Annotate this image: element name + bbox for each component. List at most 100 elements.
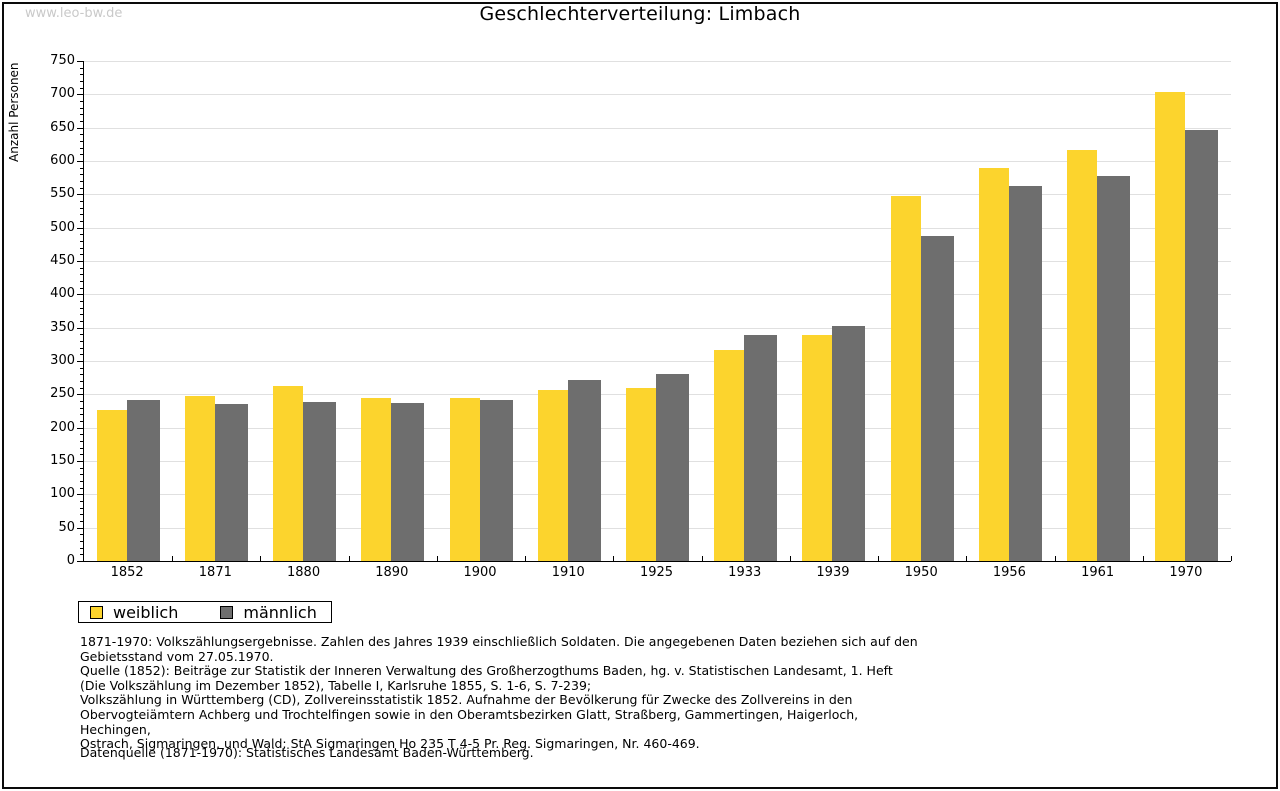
y-tick-label-500: 500	[50, 220, 75, 235]
y-minor-tick-640	[80, 134, 84, 135]
y-tick-label-550: 550	[50, 186, 75, 201]
bar-group-1939	[790, 61, 878, 561]
y-minor-tick-610	[80, 154, 84, 155]
gridline-450	[84, 261, 1231, 262]
y-minor-tick-20	[80, 548, 84, 549]
y-minor-tick-410	[80, 288, 84, 289]
bar-weiblich-1900	[449, 398, 480, 561]
y-tick-label-200: 200	[50, 420, 75, 435]
y-major-tick-200	[77, 428, 84, 429]
y-minor-tick-210	[80, 421, 84, 422]
y-minor-tick-540	[80, 201, 84, 202]
bar-weiblich-1890	[361, 398, 392, 561]
y-major-tick-300	[77, 361, 84, 362]
x-tick-label-1939: 1939	[816, 565, 850, 580]
x-tick-label-1961: 1961	[1081, 565, 1115, 580]
y-minor-tick-80	[80, 508, 84, 509]
bar-group-1956	[966, 61, 1054, 561]
y-minor-tick-590	[80, 168, 84, 169]
bar-maennlich-1871	[214, 404, 248, 561]
y-major-tick-50	[77, 528, 84, 529]
y-major-tick-250	[77, 394, 84, 395]
y-minor-tick-420	[80, 281, 84, 282]
y-minor-tick-360	[80, 321, 84, 322]
y-major-tick-150	[77, 461, 84, 462]
bar-weiblich-1925	[625, 388, 656, 561]
y-minor-tick-380	[80, 308, 84, 309]
y-minor-tick-720	[80, 81, 84, 82]
x-tick-label-1852: 1852	[110, 565, 144, 580]
bar-group-1852	[84, 61, 172, 561]
y-minor-tick-190	[80, 434, 84, 435]
y-major-tick-0	[77, 561, 84, 562]
y-tick-label-400: 400	[50, 286, 75, 301]
y-minor-tick-220	[80, 414, 84, 415]
y-minor-tick-480	[80, 241, 84, 242]
y-minor-tick-740	[80, 68, 84, 69]
y-minor-tick-490	[80, 234, 84, 235]
bar-weiblich-1961	[1067, 150, 1098, 561]
y-tick-label-600: 600	[50, 153, 75, 168]
gridline-300	[84, 361, 1231, 362]
y-minor-tick-580	[80, 174, 84, 175]
y-minor-tick-60	[80, 521, 84, 522]
y-minor-tick-170	[80, 448, 84, 449]
x-boundary-tick-11	[1055, 556, 1056, 561]
y-axis-title: Anzahl Personen	[7, 62, 21, 162]
y-tick-label-750: 750	[50, 53, 75, 68]
y-minor-tick-270	[80, 381, 84, 382]
chart-title: Geschlechterverteilung: Limbach	[479, 3, 801, 25]
bar-maennlich-1961	[1097, 176, 1131, 561]
y-minor-tick-160	[80, 454, 84, 455]
bar-maennlich-1910	[567, 380, 601, 561]
legend-entry-maennlich: männlich	[220, 603, 317, 622]
y-minor-tick-340	[80, 334, 84, 335]
x-boundary-tick-9	[878, 556, 879, 561]
bar-maennlich-1852	[126, 400, 160, 561]
y-major-tick-500	[77, 228, 84, 229]
bar-maennlich-1933	[744, 335, 778, 561]
bar-weiblich-1852	[96, 410, 127, 561]
y-minor-tick-430	[80, 274, 84, 275]
y-tick-label-650: 650	[50, 120, 75, 135]
gridline-650	[84, 128, 1231, 129]
y-minor-tick-130	[80, 474, 84, 475]
bar-group-1910	[525, 61, 613, 561]
x-boundary-tick-8	[790, 556, 791, 561]
bar-group-1933	[702, 61, 790, 561]
gridline-750	[84, 61, 1231, 62]
bar-maennlich-1950	[920, 236, 954, 561]
y-tick-label-450: 450	[50, 253, 75, 268]
gridline-600	[84, 161, 1231, 162]
y-minor-tick-30	[80, 541, 84, 542]
watermark-text: www.leo-bw.de	[25, 6, 123, 21]
y-minor-tick-330	[80, 341, 84, 342]
bar-weiblich-1910	[537, 390, 568, 561]
bar-group-1890	[349, 61, 437, 561]
y-minor-tick-390	[80, 301, 84, 302]
y-minor-tick-470	[80, 248, 84, 249]
y-minor-tick-630	[80, 141, 84, 142]
y-minor-tick-140	[80, 468, 84, 469]
y-tick-label-100: 100	[50, 486, 75, 501]
y-minor-tick-680	[80, 108, 84, 109]
x-axis-tick-labels: 1852 1871 1880 1890 1900 1910 1925 1933 1939 1950…	[83, 565, 1230, 583]
legend-entry-weiblich: weiblich	[90, 603, 178, 622]
bar-group-1900	[437, 61, 525, 561]
gridline-350	[84, 328, 1231, 329]
y-minor-tick-670	[80, 114, 84, 115]
legend-label-weiblich: weiblich	[113, 602, 179, 622]
bar-group-1925	[613, 61, 701, 561]
y-major-tick-650	[77, 128, 84, 129]
y-minor-tick-180	[80, 441, 84, 442]
y-minor-tick-240	[80, 401, 84, 402]
y-minor-tick-120	[80, 481, 84, 482]
bar-group-1970	[1143, 61, 1231, 561]
y-minor-tick-460	[80, 254, 84, 255]
bar-weiblich-1956	[978, 168, 1009, 561]
x-tick-label-1970: 1970	[1169, 565, 1203, 580]
y-minor-tick-90	[80, 501, 84, 502]
x-tick-label-1880: 1880	[287, 565, 321, 580]
x-tick-label-1950: 1950	[904, 565, 938, 580]
y-minor-tick-440	[80, 268, 84, 269]
